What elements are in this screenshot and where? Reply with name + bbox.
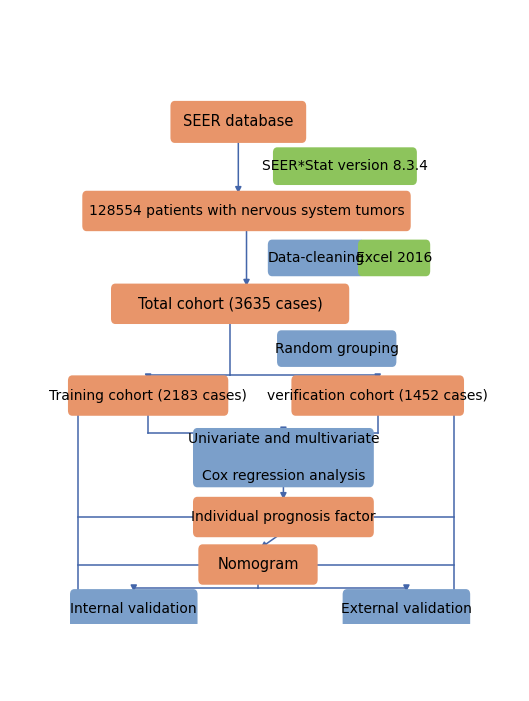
FancyBboxPatch shape (199, 545, 317, 584)
FancyBboxPatch shape (194, 498, 373, 536)
Text: Individual prognosis factor: Individual prognosis factor (191, 510, 376, 524)
FancyBboxPatch shape (69, 376, 227, 415)
FancyBboxPatch shape (269, 240, 363, 275)
FancyBboxPatch shape (293, 376, 463, 415)
FancyBboxPatch shape (84, 192, 409, 230)
Text: Total cohort (3635 cases): Total cohort (3635 cases) (138, 297, 323, 311)
Text: 128554 patients with nervous system tumors: 128554 patients with nervous system tumo… (89, 204, 404, 218)
Text: Internal validation: Internal validation (70, 601, 197, 615)
FancyBboxPatch shape (274, 149, 416, 184)
Text: SEER database: SEER database (183, 114, 294, 130)
Text: Training cohort (2183 cases): Training cohort (2183 cases) (49, 388, 247, 402)
Text: Data-cleaning: Data-cleaning (268, 251, 365, 265)
FancyBboxPatch shape (194, 429, 373, 486)
Text: SEER*Stat version 8.3.4: SEER*Stat version 8.3.4 (262, 159, 428, 173)
Text: Random grouping: Random grouping (275, 341, 399, 355)
Text: Univariate and multivariate

Cox regression analysis: Univariate and multivariate Cox regressi… (188, 433, 379, 483)
Text: External validation: External validation (341, 601, 472, 615)
FancyBboxPatch shape (112, 285, 348, 323)
FancyBboxPatch shape (359, 240, 429, 275)
FancyBboxPatch shape (278, 332, 395, 366)
FancyBboxPatch shape (171, 102, 305, 142)
Text: Nomogram: Nomogram (217, 557, 299, 572)
Text: Excel 2016: Excel 2016 (356, 251, 432, 265)
FancyBboxPatch shape (344, 590, 469, 627)
FancyBboxPatch shape (71, 590, 196, 627)
Text: verification cohort (1452 cases): verification cohort (1452 cases) (267, 388, 488, 402)
